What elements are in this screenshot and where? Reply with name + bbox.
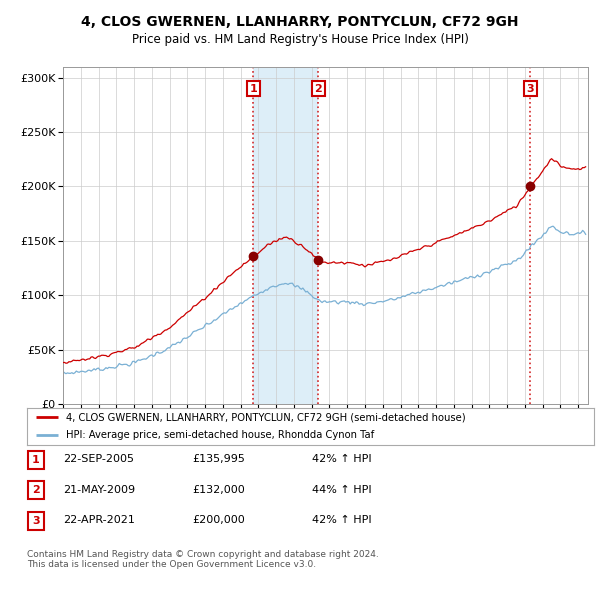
Text: Price paid vs. HM Land Registry's House Price Index (HPI): Price paid vs. HM Land Registry's House … xyxy=(131,33,469,46)
Text: 4, CLOS GWERNEN, LLANHARRY, PONTYCLUN, CF72 9GH: 4, CLOS GWERNEN, LLANHARRY, PONTYCLUN, C… xyxy=(81,15,519,29)
Text: Contains HM Land Registry data © Crown copyright and database right 2024.
This d: Contains HM Land Registry data © Crown c… xyxy=(27,550,379,569)
Text: 2: 2 xyxy=(314,84,322,94)
Text: £132,000: £132,000 xyxy=(192,485,245,494)
Text: 1: 1 xyxy=(32,455,40,464)
FancyBboxPatch shape xyxy=(28,481,44,499)
Text: 22-SEP-2005: 22-SEP-2005 xyxy=(63,454,134,464)
Text: £200,000: £200,000 xyxy=(192,516,245,525)
Text: 42% ↑ HPI: 42% ↑ HPI xyxy=(312,516,371,525)
Text: 1: 1 xyxy=(250,84,257,94)
Text: £135,995: £135,995 xyxy=(192,454,245,464)
Text: 42% ↑ HPI: 42% ↑ HPI xyxy=(312,454,371,464)
Text: 4, CLOS GWERNEN, LLANHARRY, PONTYCLUN, CF72 9GH (semi-detached house): 4, CLOS GWERNEN, LLANHARRY, PONTYCLUN, C… xyxy=(65,412,465,422)
Text: 3: 3 xyxy=(526,84,534,94)
Text: 22-APR-2021: 22-APR-2021 xyxy=(63,516,135,525)
FancyBboxPatch shape xyxy=(28,512,44,530)
Bar xyxy=(253,67,319,404)
Text: 3: 3 xyxy=(32,516,40,526)
Text: 44% ↑ HPI: 44% ↑ HPI xyxy=(312,485,371,494)
Text: 2: 2 xyxy=(32,486,40,495)
Text: 21-MAY-2009: 21-MAY-2009 xyxy=(63,485,135,494)
FancyBboxPatch shape xyxy=(28,451,44,468)
Text: HPI: Average price, semi-detached house, Rhondda Cynon Taf: HPI: Average price, semi-detached house,… xyxy=(65,430,374,440)
